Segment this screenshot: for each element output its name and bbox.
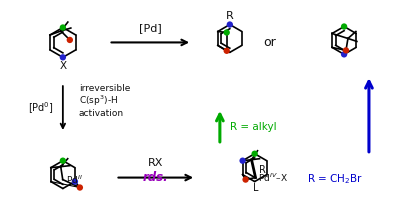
Circle shape [341,51,347,58]
Circle shape [224,29,230,36]
Text: irreversible: irreversible [79,84,130,93]
Circle shape [67,37,73,43]
Circle shape [242,176,249,183]
Text: Pd$^{IV}$–X: Pd$^{IV}$–X [258,171,288,184]
Text: or: or [263,36,276,49]
Text: R: R [226,11,234,21]
Text: Pd$^{II}$: Pd$^{II}$ [66,173,82,186]
Text: C(sp$^3$)-H: C(sp$^3$)-H [79,94,118,108]
Circle shape [343,47,349,54]
Text: activation: activation [79,109,124,118]
Circle shape [60,24,66,31]
Text: R: R [258,165,265,175]
Text: [Pd$^0$]: [Pd$^0$] [28,100,54,116]
Circle shape [227,21,233,28]
Text: RX: RX [148,158,163,168]
Circle shape [60,54,66,60]
Circle shape [77,184,83,191]
Text: R = CH$_2$Br: R = CH$_2$Br [307,173,363,186]
Text: X: X [59,61,66,71]
Text: [Pd]: [Pd] [139,23,162,33]
Text: R = alkyl: R = alkyl [230,122,276,132]
Circle shape [240,157,246,164]
Circle shape [252,151,258,157]
Circle shape [224,47,230,54]
Circle shape [341,23,347,30]
Circle shape [60,157,66,164]
Text: L: L [253,182,258,192]
Text: rds.: rds. [142,171,168,184]
Circle shape [72,178,78,185]
